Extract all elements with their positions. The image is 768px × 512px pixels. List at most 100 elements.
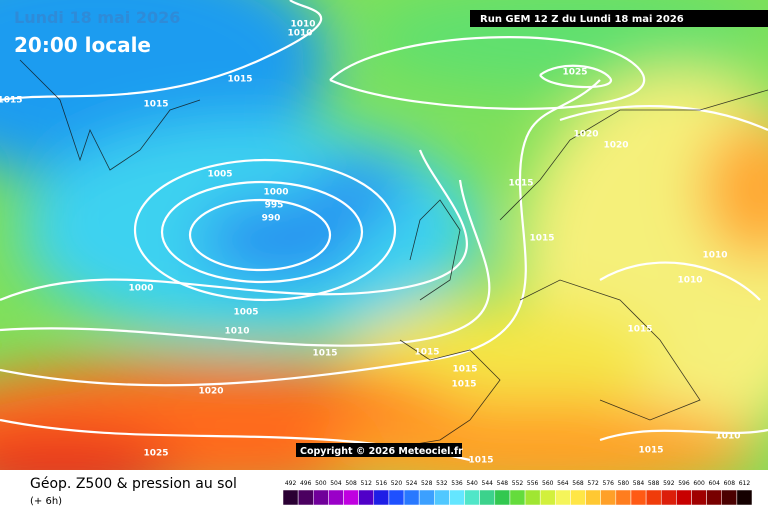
legend-label: 536 bbox=[451, 480, 463, 487]
time: 20:00 locale bbox=[14, 33, 151, 57]
legend-swatch bbox=[373, 489, 390, 506]
isobar-label: 995 bbox=[265, 201, 284, 211]
legend-swatch bbox=[509, 489, 526, 506]
legend-label: 556 bbox=[527, 480, 539, 487]
legend-swatch bbox=[676, 489, 692, 506]
legend-swatch bbox=[282, 489, 299, 506]
isobar-label: 1015 bbox=[312, 349, 337, 359]
isobar-label: 1015 bbox=[627, 325, 652, 335]
legend-label: 560 bbox=[542, 480, 554, 487]
run-info: Run GEM 12 Z du Lundi 18 mai 2026 bbox=[480, 14, 684, 25]
isobar-label: 1015 bbox=[414, 348, 439, 358]
isobar-label: 1005 bbox=[233, 308, 258, 318]
isobar-label: 1015 bbox=[0, 96, 23, 106]
legend-swatch bbox=[494, 489, 511, 506]
isobar-label: 1010 bbox=[702, 251, 727, 261]
legend-label: 516 bbox=[376, 480, 388, 487]
copyright: Copyright © 2026 Meteociel.fr bbox=[300, 446, 463, 457]
legend-label: 500 bbox=[315, 480, 327, 487]
isobar-label: 1015 bbox=[508, 179, 533, 189]
legend-swatch bbox=[691, 489, 707, 506]
legend-swatch bbox=[449, 489, 465, 506]
legend-swatch bbox=[524, 489, 541, 506]
legend-swatch bbox=[706, 489, 722, 506]
footer-title: Géop. Z500 & pression au sol bbox=[30, 476, 237, 492]
isobar-label: 990 bbox=[262, 214, 281, 224]
legend-label: 584 bbox=[633, 480, 645, 487]
legend-label: 588 bbox=[648, 480, 660, 487]
legend-label: 564 bbox=[557, 480, 569, 487]
legend-swatch bbox=[645, 489, 662, 506]
isobar-label: 1010 bbox=[677, 276, 702, 286]
legend-label: 604 bbox=[708, 480, 720, 487]
legend-swatch bbox=[539, 489, 556, 506]
isobar-label: 1020 bbox=[603, 141, 628, 151]
legend-swatch bbox=[615, 489, 632, 506]
legend-swatch bbox=[660, 489, 677, 506]
isobar-label: 1010 bbox=[224, 327, 249, 337]
isobar-label: 1025 bbox=[143, 449, 168, 459]
legend-swatch bbox=[585, 489, 601, 506]
legend-label: 492 bbox=[285, 480, 297, 487]
legend-swatch bbox=[343, 489, 359, 506]
legend-swatch bbox=[388, 489, 405, 506]
date: Lundi 18 mai 2026 bbox=[14, 8, 180, 27]
isobar-label: 1015 bbox=[451, 380, 476, 390]
isobar-label: 1005 bbox=[207, 170, 232, 180]
isobar-label: 1015 bbox=[529, 234, 554, 244]
isobar-label: 1015 bbox=[468, 456, 493, 466]
legend-label: 572 bbox=[587, 480, 599, 487]
legend-label: 600 bbox=[693, 480, 705, 487]
legend-swatch bbox=[721, 489, 738, 506]
legend-swatch bbox=[600, 489, 617, 506]
isobar-label: 1015 bbox=[143, 100, 168, 110]
isobar-label: 1000 bbox=[128, 284, 153, 294]
legend: 492 496 500 504 508 512 516 520 524 528 532 536 540 5… bbox=[282, 480, 753, 506]
isobar-label: 1000 bbox=[263, 188, 288, 198]
legend-swatch bbox=[464, 489, 480, 506]
legend-label: 496 bbox=[300, 480, 312, 487]
legend-swatch bbox=[479, 489, 496, 506]
legend-label: 576 bbox=[603, 480, 615, 487]
legend-label: 504 bbox=[330, 480, 342, 487]
legend-label: 580 bbox=[618, 480, 630, 487]
legend-swatch bbox=[570, 489, 586, 506]
isobar-label: 1010 bbox=[287, 29, 312, 39]
footer-lead: (+ 6h) bbox=[30, 496, 62, 507]
legend-label: 512 bbox=[360, 480, 372, 487]
legend-label: 528 bbox=[421, 480, 433, 487]
isobar-label: 1010 bbox=[290, 20, 315, 30]
legend-label: 520 bbox=[391, 480, 403, 487]
legend-label: 568 bbox=[572, 480, 584, 487]
legend-swatch bbox=[328, 489, 344, 506]
legend-label: 552 bbox=[512, 480, 524, 487]
isobar-label: 1015 bbox=[227, 75, 252, 85]
legend-swatch bbox=[297, 489, 314, 506]
legend-label: 532 bbox=[436, 480, 448, 487]
legend-label: 548 bbox=[497, 480, 509, 487]
isobar-label: 1025 bbox=[562, 68, 587, 78]
isobar-label: 1015 bbox=[452, 365, 477, 375]
isobar-label: 1010 bbox=[715, 432, 740, 442]
legend-swatch bbox=[403, 489, 420, 506]
legend-label: 592 bbox=[663, 480, 675, 487]
legend-swatch bbox=[630, 489, 647, 506]
isobar-label: 1020 bbox=[573, 130, 598, 140]
legend-label: 612 bbox=[739, 480, 751, 487]
legend-swatch bbox=[358, 489, 375, 506]
legend-swatch bbox=[736, 489, 753, 506]
legend-label: 524 bbox=[406, 480, 418, 487]
isobar-label: 1015 bbox=[638, 446, 663, 456]
legend-swatch bbox=[313, 489, 329, 506]
legend-label: 596 bbox=[678, 480, 690, 487]
legend-swatch bbox=[555, 489, 571, 506]
legend-label: 608 bbox=[724, 480, 736, 487]
isobar-label: 1020 bbox=[198, 387, 223, 397]
legend-label: 544 bbox=[482, 480, 494, 487]
legend-label: 508 bbox=[345, 480, 357, 487]
legend-label: 540 bbox=[466, 480, 478, 487]
